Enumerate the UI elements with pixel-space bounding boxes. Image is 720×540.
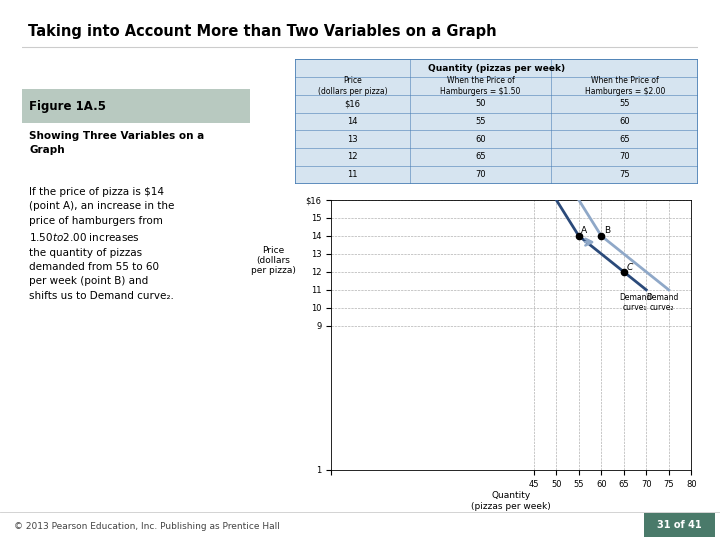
Text: C: C — [626, 263, 633, 272]
Text: 13: 13 — [347, 135, 358, 144]
Text: 55: 55 — [475, 117, 486, 126]
Bar — [644, 513, 715, 537]
Text: 11: 11 — [348, 170, 358, 179]
Text: 70: 70 — [475, 170, 486, 179]
Text: 55: 55 — [620, 99, 630, 108]
Text: Price
(dollars per pizza): Price (dollars per pizza) — [318, 76, 387, 96]
Text: 50: 50 — [475, 99, 486, 108]
Y-axis label: Price
(dollars
per pizza): Price (dollars per pizza) — [251, 246, 296, 275]
Text: 70: 70 — [619, 152, 630, 161]
Text: 65: 65 — [475, 152, 486, 161]
Text: B: B — [604, 226, 610, 235]
Text: Demand
curve₁: Demand curve₁ — [618, 293, 651, 312]
Text: Quantity (pizzas per week): Quantity (pizzas per week) — [428, 64, 565, 73]
Text: A: A — [582, 226, 588, 235]
Text: 12: 12 — [348, 152, 358, 161]
Text: 31 of 41: 31 of 41 — [657, 520, 702, 530]
Text: 14: 14 — [348, 117, 358, 126]
Text: Showing Three Variables on a
Graph: Showing Three Variables on a Graph — [30, 131, 204, 154]
Text: Taking into Account More than Two Variables on a Graph: Taking into Account More than Two Variab… — [28, 24, 497, 39]
Text: © 2013 Pearson Education, Inc. Publishing as Prentice Hall: © 2013 Pearson Education, Inc. Publishin… — [14, 522, 280, 531]
Text: If the price of pizza is $14
(point A), an increase in the
price of hamburgers f: If the price of pizza is $14 (point A), … — [30, 187, 175, 301]
Text: 75: 75 — [619, 170, 630, 179]
Text: When the Price of
Hamburgers = $1.50: When the Price of Hamburgers = $1.50 — [441, 76, 521, 96]
Text: 60: 60 — [619, 117, 630, 126]
Text: Demand
curve₂: Demand curve₂ — [646, 293, 678, 312]
Text: 60: 60 — [475, 135, 486, 144]
Text: Figure 1A.5: Figure 1A.5 — [30, 99, 107, 112]
Bar — [22, 90, 250, 123]
Text: 65: 65 — [619, 135, 630, 144]
Text: When the Price of
Hamburgers = $2.00: When the Price of Hamburgers = $2.00 — [585, 76, 665, 96]
Text: $16: $16 — [345, 99, 361, 108]
X-axis label: Quantity
(pizzas per week): Quantity (pizzas per week) — [472, 491, 551, 511]
